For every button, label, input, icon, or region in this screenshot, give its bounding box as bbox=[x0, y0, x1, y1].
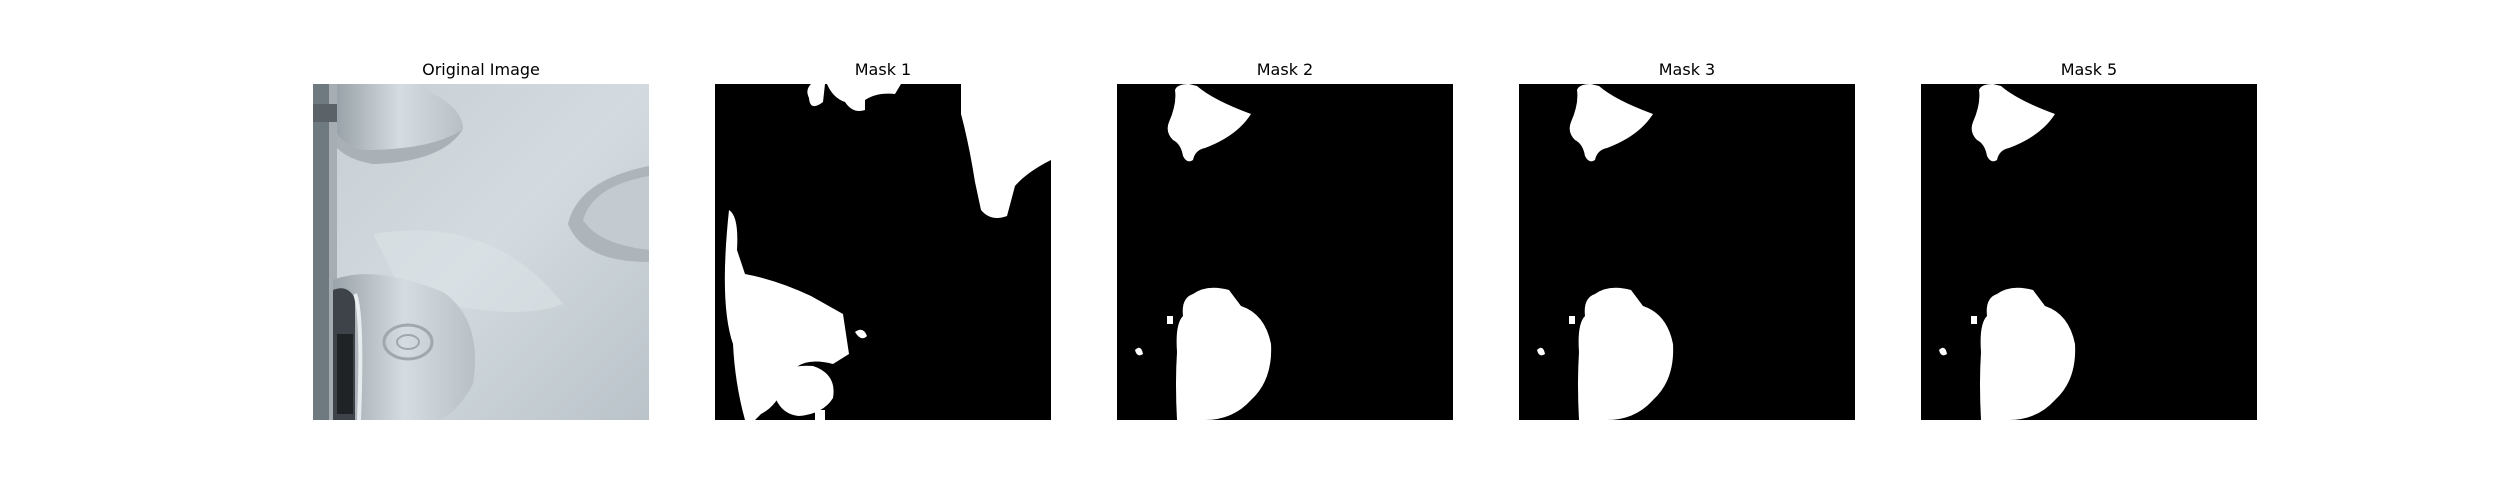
original-image-illustration bbox=[313, 84, 649, 420]
panel-mask-3: Mask 3 bbox=[1519, 0, 1855, 500]
mask-region-lower bbox=[1980, 287, 2076, 420]
pod-logo-inner bbox=[396, 334, 420, 350]
mask-region-top-mid bbox=[827, 84, 901, 111]
mask-3-illustration bbox=[1519, 84, 1855, 420]
panel-title: Mask 1 bbox=[854, 60, 912, 79]
mask-1-illustration bbox=[715, 84, 1051, 420]
bottom-pod-rim bbox=[353, 293, 363, 420]
pod-logo bbox=[382, 323, 434, 361]
mask-5-image bbox=[1921, 84, 2257, 420]
top-pod-shadow bbox=[337, 129, 463, 164]
mask-5-illustration bbox=[1921, 84, 2257, 420]
mask-region-top-left bbox=[807, 84, 825, 107]
mask-2-illustration bbox=[1117, 84, 1453, 420]
mask-region-bottom-speck bbox=[815, 410, 825, 420]
panel-mask-1: Mask 1 bbox=[715, 0, 1051, 500]
mask-region-lower bbox=[1578, 287, 1674, 420]
original-image bbox=[313, 84, 649, 420]
bracket-top bbox=[313, 104, 337, 122]
mask-region-upper bbox=[1569, 84, 1653, 162]
mask-region-speck bbox=[1537, 347, 1545, 356]
mask-region-lower bbox=[1176, 287, 1272, 420]
mask-2-image bbox=[1117, 84, 1453, 420]
panel-original-image: Original Image bbox=[313, 0, 649, 500]
panel-mask-5: Mask 5 bbox=[1921, 0, 2257, 500]
top-pod bbox=[337, 84, 463, 150]
mask-1-image bbox=[715, 84, 1051, 420]
mask-background bbox=[1519, 84, 1855, 420]
mask-region-upper bbox=[1167, 84, 1251, 162]
panel-mask-2: Mask 2 bbox=[1117, 0, 1453, 500]
mask-region-upper bbox=[1971, 84, 2055, 162]
mask-region-speck-2 bbox=[1971, 316, 1977, 324]
mask-region-lower-blob bbox=[771, 365, 834, 416]
mask-background bbox=[1921, 84, 2257, 420]
mask-region-bottom-right bbox=[855, 329, 867, 339]
mask-3-image bbox=[1519, 84, 1855, 420]
left-strip bbox=[313, 84, 329, 420]
panel-title: Original Image bbox=[422, 60, 540, 79]
bottom-pod bbox=[333, 274, 475, 420]
left-rail bbox=[329, 84, 337, 420]
mask-region-small-dot bbox=[977, 135, 987, 144]
mask-region-speck-2 bbox=[1167, 316, 1173, 324]
panel-title: Mask 5 bbox=[2060, 60, 2118, 79]
right-pod-highlight bbox=[583, 176, 649, 250]
mask-region-speck bbox=[1135, 347, 1143, 356]
bottom-pod-interior bbox=[337, 334, 353, 414]
mask-region-left bbox=[724, 210, 849, 420]
mask-background bbox=[1117, 84, 1453, 420]
panel-title: Mask 3 bbox=[1658, 60, 1716, 79]
panel-title: Mask 2 bbox=[1256, 60, 1314, 79]
mask-region-speck bbox=[1939, 347, 1947, 356]
mask-region-top-right bbox=[961, 84, 1051, 218]
mask-region-speck-2 bbox=[1569, 316, 1575, 324]
